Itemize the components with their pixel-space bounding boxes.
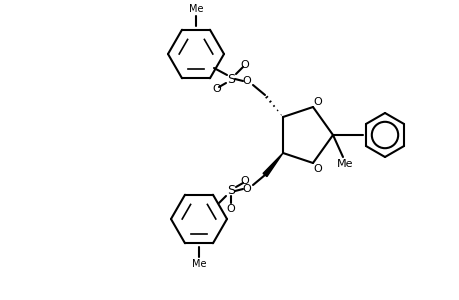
Text: S: S	[226, 184, 235, 197]
Text: O: O	[212, 84, 221, 94]
Text: O: O	[313, 164, 322, 174]
Text: Me: Me	[336, 159, 353, 169]
Polygon shape	[263, 153, 282, 177]
Text: Me: Me	[191, 259, 206, 269]
Text: O: O	[242, 184, 251, 194]
Text: S: S	[226, 73, 235, 85]
Text: O: O	[226, 204, 235, 214]
Text: Me: Me	[188, 4, 203, 14]
Text: O: O	[313, 97, 322, 107]
Text: O: O	[242, 76, 251, 86]
Text: O: O	[240, 176, 249, 186]
Text: O: O	[240, 60, 249, 70]
